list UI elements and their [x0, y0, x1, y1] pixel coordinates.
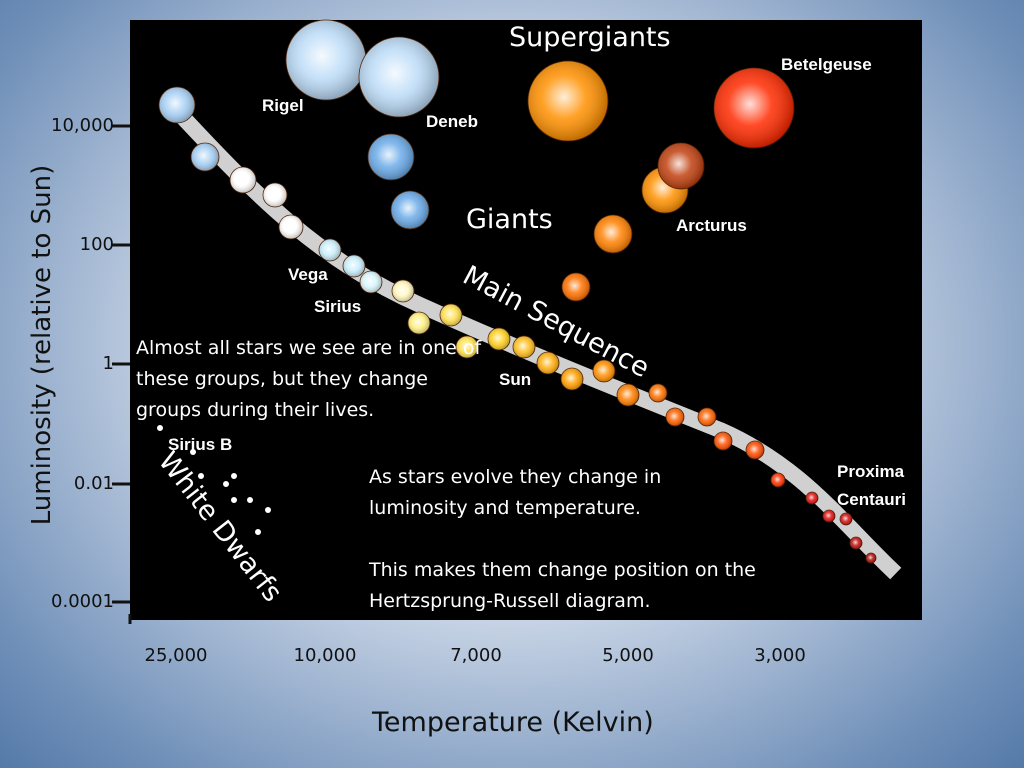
giant-star [367, 133, 415, 181]
white-dwarf-star [247, 497, 253, 503]
main-sequence-star [770, 472, 786, 488]
star-label: Sirius B [168, 435, 233, 454]
main-sequence-star [318, 238, 342, 262]
main-sequence-star [359, 270, 383, 294]
x-tick-label: 3,000 [754, 645, 806, 666]
main-sequence-star [342, 254, 366, 278]
main-sequence-star [439, 303, 463, 327]
main-sequence-star [805, 491, 819, 505]
white-dwarf-star [190, 449, 196, 455]
main-sequence-star [190, 142, 220, 172]
main-sequence-star [455, 335, 479, 359]
y-axis-label: Luminosity (relative to Sun) [27, 164, 57, 526]
main-sequence-star [822, 509, 836, 523]
supergiant-star [713, 67, 795, 149]
group-label: Giants [466, 204, 553, 235]
y-tick-label: 0.01 [73, 473, 114, 494]
giant-star [561, 272, 591, 302]
y-tick-label: 10,000 [51, 115, 114, 136]
y-tick-label: 1 [102, 353, 114, 374]
main-sequence-star [391, 279, 415, 303]
note: Almost all stars we see are in one of th… [136, 337, 482, 421]
supergiant-star [527, 60, 609, 142]
giant-star [593, 214, 633, 254]
main-sequence-star [407, 311, 431, 335]
main-sequence-star [745, 440, 765, 460]
main-sequence-star [512, 335, 536, 359]
star-label: Sirius [314, 297, 362, 316]
x-axis-label: Temperature (Kelvin) [372, 707, 654, 738]
main-sequence-star [592, 359, 616, 383]
main-sequence-star [849, 536, 863, 550]
star-label: Rigel [262, 96, 304, 115]
main-sequence-star [278, 214, 304, 240]
main-sequence-star [865, 552, 877, 564]
main-sequence-star [648, 383, 668, 403]
main-sequence-star [665, 407, 685, 427]
white-dwarf-star [231, 473, 237, 479]
main-sequence-star [560, 367, 584, 391]
white-dwarf-star [223, 481, 229, 487]
main-sequence-star [536, 351, 560, 375]
main-sequence-star [697, 407, 717, 427]
x-tick-label: 7,000 [450, 645, 502, 666]
giant-star [657, 142, 705, 190]
x-tick-label: 25,000 [144, 645, 208, 666]
white-dwarf-star [198, 473, 204, 479]
supergiant-star [285, 19, 367, 101]
main-sequence-star [262, 182, 288, 208]
main-sequence-star [616, 383, 640, 407]
main-sequence-star [158, 86, 196, 124]
giant-star [390, 190, 430, 230]
star-label: Deneb [426, 112, 478, 131]
white-dwarf-star [157, 425, 163, 431]
star-label: Vega [288, 265, 328, 284]
note: This makes them change position on the H… [369, 559, 756, 612]
axis-ticks [112, 124, 132, 624]
note: As stars evolve they change in luminosit… [369, 466, 662, 519]
group-label: Supergiants [509, 22, 671, 53]
main-sequence-star [487, 327, 511, 351]
star-label: Proxima Centauri [837, 462, 906, 509]
supergiant-star [358, 36, 440, 118]
star-label: Betelgeuse [781, 55, 872, 74]
main-sequence-star [229, 166, 257, 194]
star-label: Sun [499, 370, 532, 389]
y-tick-label: 0.0001 [51, 591, 114, 612]
x-tick-label: 10,000 [293, 645, 357, 666]
main-sequence-star [839, 512, 853, 526]
white-dwarf-star [265, 507, 271, 513]
main-sequence-star [713, 431, 733, 451]
y-tick-label: 100 [79, 234, 114, 255]
white-dwarf-star [231, 497, 237, 503]
star-label: Arcturus [676, 216, 747, 235]
white-dwarf-star [255, 529, 261, 535]
x-tick-label: 5,000 [602, 645, 654, 666]
